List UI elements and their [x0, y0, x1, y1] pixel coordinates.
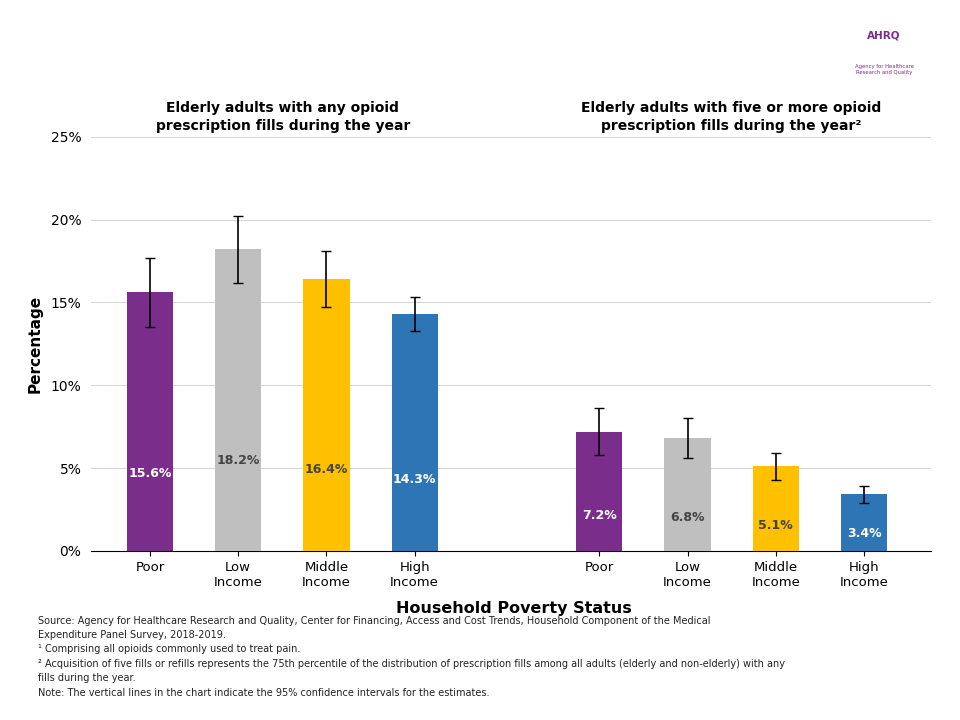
- Bar: [392, 314, 438, 551]
- Text: Source: Agency for Healthcare Research and Quality, Center for Financing, Access: Source: Agency for Healthcare Research a…: [38, 616, 785, 698]
- Text: 3.4%: 3.4%: [847, 528, 881, 541]
- Text: AHRQ: AHRQ: [868, 31, 900, 41]
- Text: Household Poverty Status: Household Poverty Status: [396, 601, 632, 616]
- Bar: [841, 495, 887, 551]
- Text: 18.2%: 18.2%: [217, 454, 260, 467]
- Text: 14.3%: 14.3%: [393, 473, 436, 486]
- Bar: [303, 279, 349, 551]
- Text: 7.2%: 7.2%: [582, 508, 616, 521]
- Ellipse shape: [804, 0, 952, 122]
- Text: Figure 3. Average annual percentages of elderly adults
who filled outpatient opi: Figure 3. Average annual percentages of …: [96, 17, 730, 89]
- Text: Elderly adults with five or more opioid
prescription fills during the year²: Elderly adults with five or more opioid …: [581, 101, 881, 133]
- Text: Agency for Healthcare
Research and Quality: Agency for Healthcare Research and Quali…: [854, 63, 914, 75]
- Bar: [127, 292, 173, 551]
- Y-axis label: Percentage: Percentage: [28, 294, 42, 393]
- Bar: [215, 249, 261, 551]
- Bar: [753, 467, 799, 551]
- Bar: [576, 431, 622, 551]
- Text: 15.6%: 15.6%: [129, 467, 172, 480]
- Bar: [664, 438, 710, 551]
- Text: 6.8%: 6.8%: [670, 510, 705, 523]
- Text: 16.4%: 16.4%: [304, 463, 348, 476]
- Text: 5.1%: 5.1%: [758, 519, 793, 532]
- Text: Elderly adults with any opioid
prescription fills during the year: Elderly adults with any opioid prescript…: [156, 101, 410, 133]
